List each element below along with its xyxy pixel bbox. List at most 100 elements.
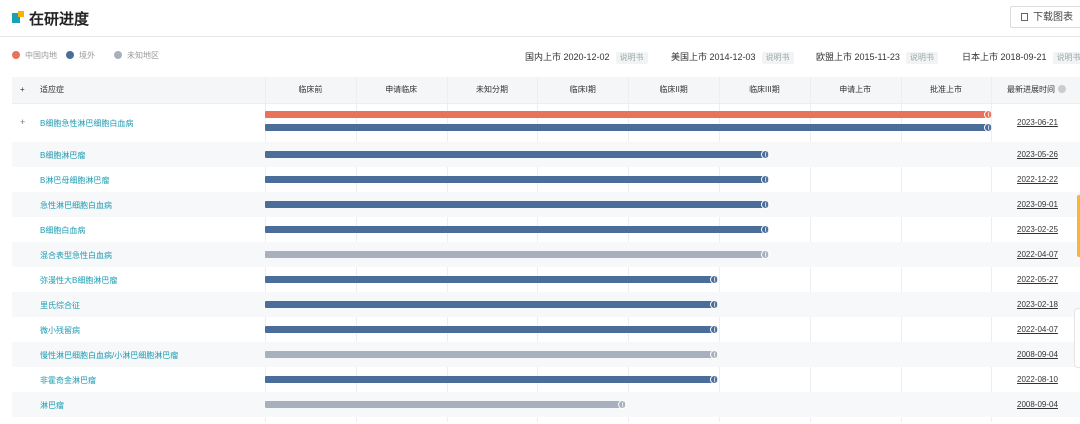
stage-header: 批准上市	[929, 85, 962, 94]
latest-date-link[interactable]: 2022-08-10	[1017, 374, 1058, 384]
indication-link[interactable]: B细胞急性淋巴细胞白血病	[40, 119, 134, 128]
region-globe-icon	[984, 123, 993, 132]
region-globe-icon	[710, 325, 719, 334]
latest-progress-header: 最新进展时间	[1007, 77, 1066, 103]
table-row[interactable]: 急性淋巴细胞白血病 2023-09-01	[12, 192, 1080, 217]
legend-dot	[12, 51, 20, 59]
launch-date: 2020-12-02	[563, 52, 610, 62]
progress-bar[interactable]	[265, 151, 765, 158]
legend-dot	[66, 51, 74, 59]
indication-link[interactable]: 非霍奇金淋巴瘤	[40, 375, 96, 385]
side-panel-handle[interactable]	[1074, 308, 1080, 368]
indication-link[interactable]: 急性淋巴细胞白血病	[40, 200, 112, 210]
info-icon	[1058, 85, 1066, 93]
side-tab[interactable]	[1077, 195, 1080, 257]
indication-link[interactable]: 淋巴瘤	[40, 400, 64, 410]
latest-date-link[interactable]: 2023-06-21	[1017, 118, 1058, 127]
progress-bar[interactable]	[265, 124, 988, 131]
progress-bar[interactable]	[265, 276, 714, 283]
indication-link[interactable]: 混合表型急性白血病	[40, 250, 112, 260]
latest-date-link[interactable]: 2008-09-04	[1017, 349, 1058, 359]
table-row[interactable]: 慢性淋巴细胞白血病/小淋巴细胞淋巴瘤 2008-09-04	[12, 342, 1080, 367]
stage-header: 申请上市	[839, 85, 872, 94]
region-globe-icon	[761, 225, 770, 234]
instructions-link[interactable]: 说明书	[761, 52, 794, 64]
indication-link[interactable]: B细胞淋巴瘤	[40, 150, 86, 160]
progress-bar[interactable]	[265, 111, 988, 118]
indication-link[interactable]: 弥漫性大B细胞淋巴瘤	[40, 275, 118, 285]
table-row[interactable]: 微小残留病 2022-04-07	[12, 317, 1080, 342]
instructions-link[interactable]: 说明书	[615, 52, 648, 64]
progress-bar[interactable]	[265, 251, 765, 258]
region-globe-icon	[710, 350, 719, 359]
expand-row-button[interactable]: +	[20, 117, 26, 127]
indication-link[interactable]: B细胞白血病	[40, 225, 86, 235]
latest-date-link[interactable]: 2023-09-01	[1017, 199, 1058, 209]
region-globe-icon	[710, 300, 719, 309]
launch-label: 国内上市	[525, 52, 564, 62]
indication-link[interactable]: 里氏综合征	[40, 300, 80, 310]
progress-bar[interactable]	[265, 201, 765, 208]
launch-date: 2018-09-21	[1000, 52, 1047, 62]
region-globe-icon	[761, 250, 770, 259]
latest-date-link[interactable]: 2022-04-07	[1017, 324, 1058, 334]
table-row[interactable]: 非霍奇金淋巴瘤 2022-08-10	[12, 367, 1080, 392]
stage-header: 临床III期	[749, 85, 780, 94]
expand-all-header[interactable]: +	[20, 85, 25, 94]
latest-date-link[interactable]: 2022-12-22	[1017, 174, 1058, 184]
instructions-link[interactable]: 说明书	[1052, 52, 1080, 64]
legend-label: 境外	[79, 51, 95, 60]
download-label: 下载图表	[1033, 12, 1073, 23]
launch-label: 美国上市	[671, 52, 710, 62]
launch-date: 2014-12-03	[709, 52, 756, 62]
progress-bar[interactable]	[265, 326, 714, 333]
progress-bar[interactable]	[265, 351, 714, 358]
table-row[interactable]: B细胞淋巴瘤 2023-05-26	[12, 142, 1080, 167]
table-row[interactable]: 里氏综合征 2023-02-18	[12, 292, 1080, 317]
legend-item: 未知地区	[114, 50, 159, 62]
region-globe-icon	[761, 200, 770, 209]
progress-bar[interactable]	[265, 226, 765, 233]
progress-bar[interactable]	[265, 376, 714, 383]
legend-dot	[114, 51, 122, 59]
table-row[interactable]: 混合表型急性白血病 2022-04-07	[12, 242, 1080, 267]
latest-progress-label: 最新进展时间	[1007, 85, 1055, 94]
legend-item: 境外	[66, 50, 95, 62]
legend-item: 中国内地	[12, 50, 57, 62]
instructions-link[interactable]: 说明书	[905, 52, 938, 64]
download-chart-button[interactable]: 下载图表	[1010, 6, 1080, 28]
indication-link[interactable]: 微小残留病	[40, 325, 80, 335]
table-row[interactable]: B淋巴母细胞淋巴瘤 2022-12-22	[12, 167, 1080, 192]
region-globe-icon	[618, 400, 627, 409]
table-header: + 适应症 临床前 申请临床 未知分期 临床I期 临床II期 临床III期 申请上市 批准上市 最新…	[12, 77, 1080, 104]
latest-date-link[interactable]: 2023-02-18	[1017, 299, 1058, 309]
stage-header: 临床II期	[659, 85, 688, 94]
latest-date-link[interactable]: 2022-05-27	[1017, 274, 1058, 284]
stage-header: 未知分期	[475, 85, 508, 94]
table-row[interactable]: 淋巴瘤 2008-09-04	[12, 392, 1080, 417]
page-title: 在研进度	[29, 11, 90, 28]
latest-date-link[interactable]: 2008-09-04	[1017, 399, 1058, 409]
indication-header: 适应症	[40, 85, 64, 94]
table-row[interactable]: 弥漫性大B细胞淋巴瘤 2022-05-27	[12, 267, 1080, 292]
latest-date-link[interactable]: 2023-02-25	[1017, 224, 1058, 234]
progress-bar[interactable]	[265, 176, 765, 183]
download-icon	[1021, 13, 1028, 21]
legend-label: 中国内地	[25, 51, 57, 60]
legend-label: 未知地区	[127, 51, 159, 60]
indication-link[interactable]: B淋巴母细胞淋巴瘤	[40, 175, 110, 185]
table-row[interactable]: B细胞白血病 2023-02-25	[12, 217, 1080, 242]
region-globe-icon	[710, 275, 719, 284]
progress-bar[interactable]	[265, 301, 714, 308]
indication-link[interactable]: 慢性淋巴细胞白血病/小淋巴细胞淋巴瘤	[40, 350, 179, 360]
stage-header: 临床I期	[569, 85, 596, 94]
launch-item: 国内上市 2020-12-02 说明书	[525, 50, 648, 64]
logo-icon	[12, 11, 24, 23]
launch-date: 2015-11-23	[854, 52, 900, 62]
progress-bar[interactable]	[265, 401, 622, 408]
table-row[interactable]: + B细胞急性淋巴细胞白血病 2023-06-21	[12, 104, 1080, 142]
launch-label: 欧盟上市	[816, 52, 855, 62]
latest-date-link[interactable]: 2023-05-26	[1017, 149, 1058, 159]
launch-item: 美国上市 2014-12-03 说明书	[671, 50, 794, 64]
latest-date-link[interactable]: 2022-04-07	[1017, 249, 1058, 259]
